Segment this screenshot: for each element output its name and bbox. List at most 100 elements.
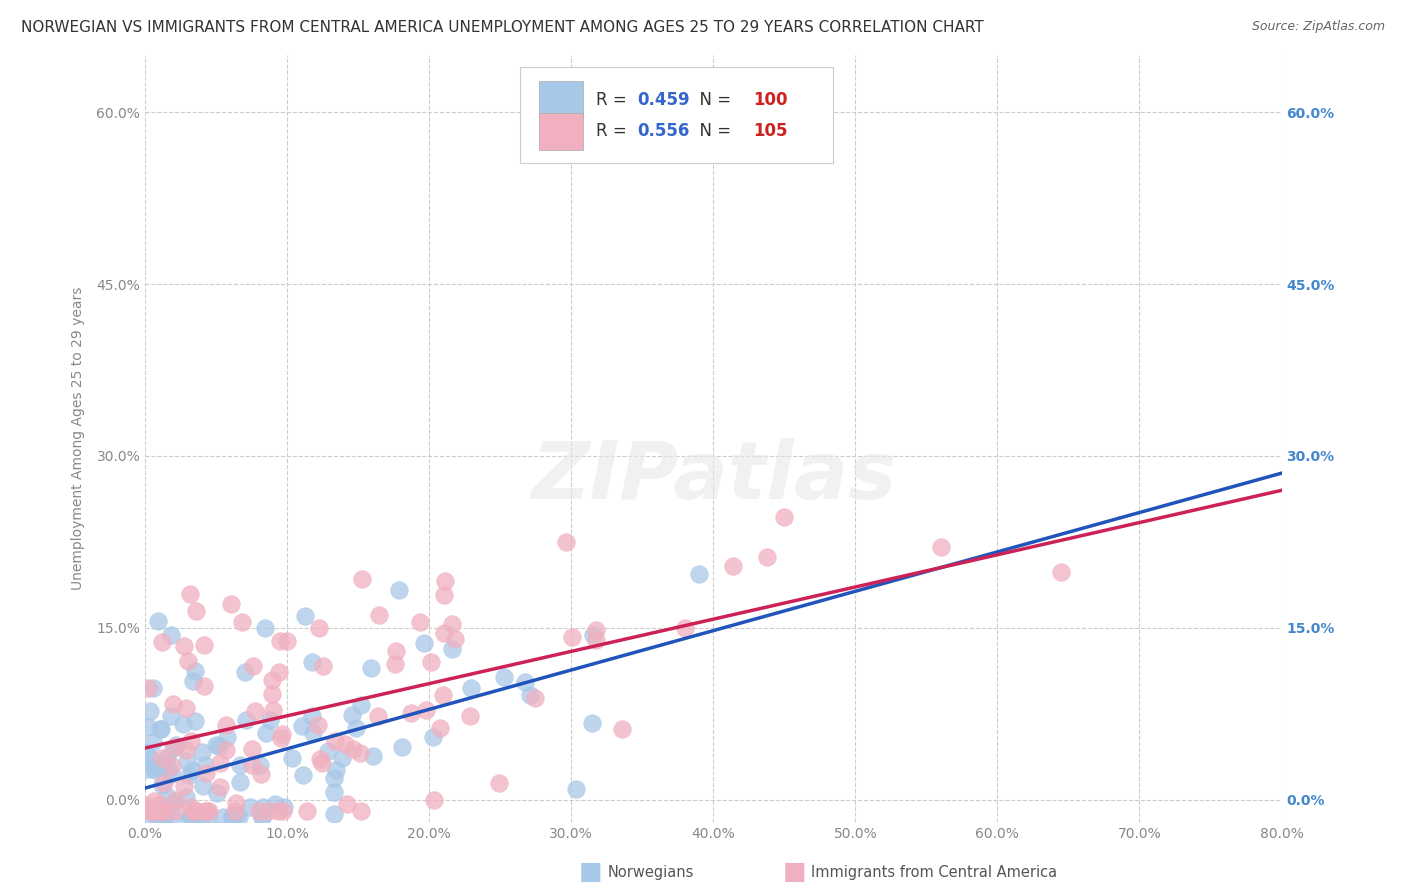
Text: ■: ■	[579, 861, 602, 884]
Point	[433, 588, 456, 602]
Point	[162, 741, 184, 756]
Point	[302, 725, 325, 739]
Point	[160, 628, 183, 642]
Point	[269, 665, 291, 679]
Point	[150, 778, 173, 792]
Point	[135, 803, 157, 817]
Point	[612, 723, 634, 737]
Point	[197, 810, 219, 824]
Point	[138, 762, 160, 776]
Point	[156, 751, 179, 765]
Point	[308, 621, 330, 635]
Text: Norwegians: Norwegians	[607, 865, 693, 880]
Point	[221, 810, 243, 824]
Point	[240, 758, 263, 772]
Point	[429, 721, 451, 735]
Point	[252, 800, 274, 814]
Point	[162, 810, 184, 824]
Point	[342, 708, 364, 723]
Point	[141, 804, 163, 818]
Point	[149, 810, 172, 824]
Point	[401, 706, 423, 721]
Point	[194, 804, 217, 818]
Point	[524, 691, 547, 706]
Point	[162, 795, 184, 809]
Point	[388, 583, 411, 598]
Point	[363, 749, 385, 764]
Text: NORWEGIAN VS IMMIGRANTS FROM CENTRAL AMERICA UNEMPLOYMENT AMONG AGES 25 TO 29 YE: NORWEGIAN VS IMMIGRANTS FROM CENTRAL AME…	[21, 20, 984, 35]
Point	[307, 718, 329, 732]
Point	[269, 633, 291, 648]
Point	[336, 797, 359, 812]
Point	[443, 632, 465, 646]
Point	[157, 763, 180, 777]
Point	[190, 810, 212, 824]
Point	[422, 730, 444, 744]
Point	[297, 804, 319, 818]
Point	[458, 709, 481, 723]
Point	[150, 722, 173, 736]
Point	[561, 630, 583, 644]
Point	[519, 688, 541, 702]
Point	[276, 633, 298, 648]
Point	[165, 793, 187, 807]
Point	[755, 550, 778, 565]
Point	[254, 726, 277, 740]
Point	[581, 716, 603, 731]
Point	[228, 758, 250, 772]
Point	[231, 615, 253, 629]
Point	[368, 607, 391, 622]
Point	[148, 614, 170, 628]
Point	[153, 810, 176, 824]
Point	[555, 535, 578, 549]
Point	[413, 636, 436, 650]
Point	[173, 779, 195, 793]
Point	[565, 781, 588, 796]
Point	[420, 655, 443, 669]
Point	[235, 713, 257, 727]
Point	[193, 638, 215, 652]
Text: Source: ZipAtlas.com: Source: ZipAtlas.com	[1251, 20, 1385, 33]
Point	[262, 703, 284, 717]
Text: ■: ■	[783, 861, 806, 884]
Point	[215, 743, 238, 757]
Point	[208, 780, 231, 794]
Point	[330, 751, 353, 765]
Point	[488, 775, 510, 789]
Point	[184, 664, 207, 678]
Point	[143, 763, 166, 777]
Point	[260, 687, 283, 701]
Point	[205, 738, 228, 752]
Point	[208, 739, 231, 754]
Point	[174, 790, 197, 805]
Point	[153, 758, 176, 772]
Point	[350, 698, 373, 713]
Point	[253, 621, 276, 635]
Point	[184, 604, 207, 618]
Point	[673, 621, 696, 635]
Point	[135, 746, 157, 760]
Point	[186, 810, 208, 824]
Point	[360, 661, 382, 675]
Point	[180, 800, 202, 814]
Point	[460, 681, 482, 695]
Point	[152, 804, 174, 818]
Point	[163, 739, 186, 754]
Point	[350, 804, 373, 818]
Point	[142, 735, 165, 749]
Point	[415, 703, 437, 717]
Point	[352, 572, 374, 586]
Point	[257, 804, 280, 818]
Point	[150, 751, 173, 765]
Point	[247, 804, 270, 818]
Point	[271, 727, 294, 741]
Point	[323, 733, 346, 747]
Point	[515, 674, 537, 689]
Point	[239, 800, 262, 814]
Point	[143, 761, 166, 775]
Point	[433, 625, 456, 640]
Point	[391, 740, 413, 755]
Point	[149, 722, 172, 736]
Point	[250, 810, 273, 824]
Text: N =: N =	[689, 91, 737, 109]
